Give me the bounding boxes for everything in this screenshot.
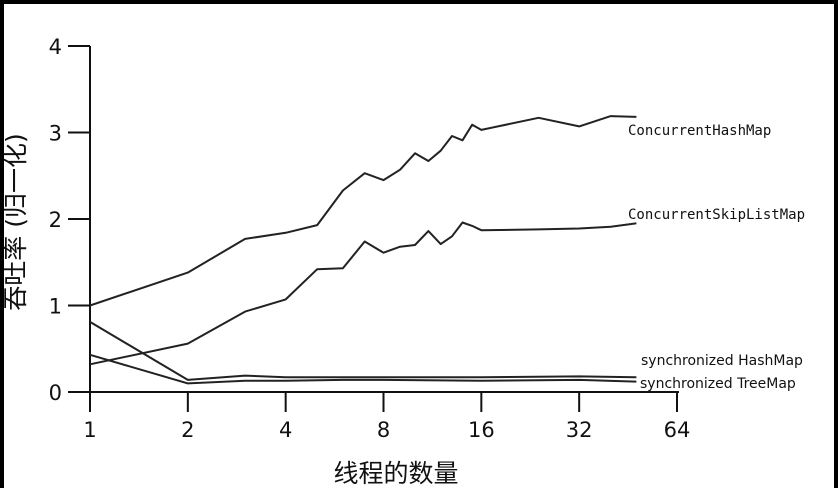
series-label-synchronized-hashmap: synchronized HashMap bbox=[641, 353, 803, 369]
y-tick-label: 4 bbox=[49, 35, 62, 59]
series-line-concurrentskiplistmap bbox=[89, 221, 637, 366]
y-tick-label: 0 bbox=[49, 381, 62, 405]
series-labels: ConcurrentHashMap ConcurrentSkipListMap … bbox=[628, 123, 805, 392]
series-lines bbox=[89, 115, 637, 385]
series-line-synchronized-hashmap bbox=[89, 321, 637, 381]
x-tick-label: 16 bbox=[468, 418, 495, 442]
x-tick-label: 4 bbox=[279, 418, 292, 442]
series-label-concurrent-hashmap: ConcurrentHashMap bbox=[628, 123, 771, 139]
x-tick-label: 8 bbox=[377, 418, 390, 442]
y-tick-label: 3 bbox=[49, 122, 62, 146]
chart-panel: 0 1 2 3 4 1 2 4 8 16 32 64 ConcurrentHashMap Concur… bbox=[4, 4, 834, 488]
x-axis-title: 线程的数量 bbox=[333, 459, 458, 488]
y-axis-title: 吞吐率 (归一化) bbox=[4, 133, 30, 310]
series-label-concurrent-skiplistmap: ConcurrentSkipListMap bbox=[628, 207, 805, 223]
axes bbox=[89, 46, 679, 393]
y-tick-label: 1 bbox=[49, 295, 62, 319]
y-tick-label: 2 bbox=[49, 208, 62, 232]
series-line-concurrenthashmap bbox=[89, 115, 637, 307]
series-line-synchronized-treemap bbox=[89, 353, 637, 385]
x-tick-label: 32 bbox=[566, 418, 593, 442]
x-tick-label: 64 bbox=[664, 418, 691, 442]
x-tick-label: 2 bbox=[181, 418, 194, 442]
x-tick-label: 1 bbox=[83, 418, 96, 442]
series-label-synchronized-treemap: synchronized TreeMap bbox=[640, 376, 796, 392]
